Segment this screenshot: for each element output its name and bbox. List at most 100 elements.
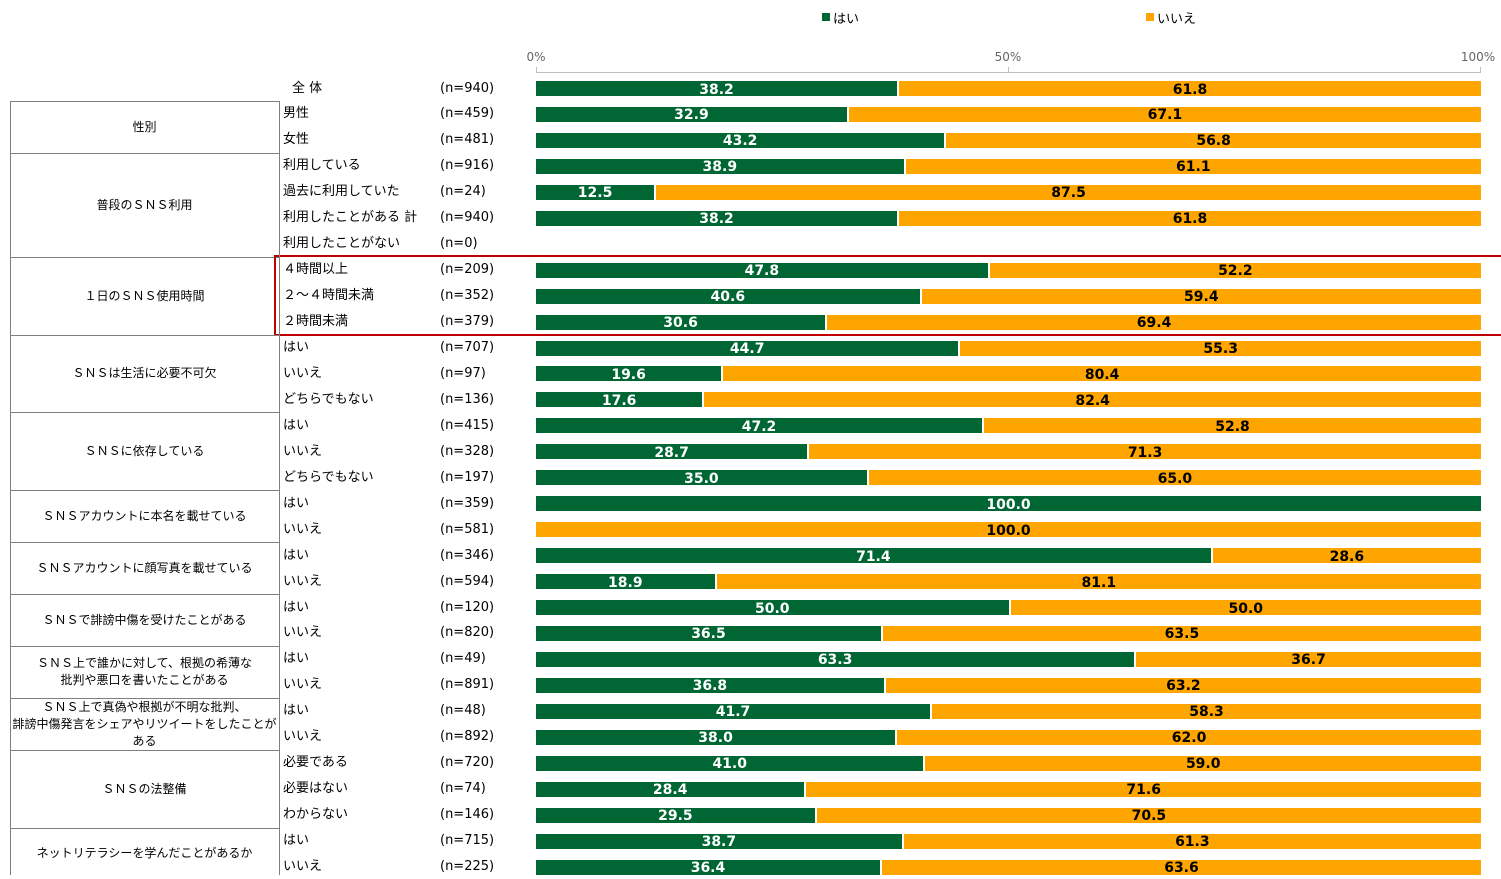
row-g2-0-bar-no: [989, 262, 1481, 278]
row-g2-0-bar-yes: [536, 262, 988, 278]
row-g11-0-bar-no: [903, 833, 1481, 849]
row-g9-1-bar-yes: [536, 729, 896, 745]
row-g3-2-bar-yes: [536, 392, 703, 408]
row-g10-1-label: 必要はない: [283, 781, 349, 797]
row-g0-0-n: (n=459): [440, 106, 495, 122]
row-g11-0-label: はい: [283, 833, 310, 849]
row-g3-0-bar-yes: [536, 340, 959, 356]
row-g3-0-n: (n=707): [440, 340, 495, 355]
legend-item-no: いいえ: [1146, 8, 1197, 27]
row-g11-1-label: いいえ: [283, 859, 323, 874]
row-g4-0-label: はい: [283, 417, 310, 433]
row-overall-bar-no: [898, 81, 1481, 96]
row-g1-2-bar-no: [898, 210, 1481, 226]
row-g4-1-bar-no: [809, 444, 1481, 460]
row-g6-1-bar-yes: [536, 574, 715, 590]
row-g9-1-bar-no: [897, 729, 1481, 745]
row-g10-2-bar-yes: [536, 807, 815, 823]
row-g7-0-n: (n=120): [440, 599, 495, 615]
row-g5-1-bar-no: [536, 522, 1481, 538]
row-g0-0-bar-no: [848, 106, 1481, 122]
row-g0-1-n: (n=481): [440, 132, 495, 148]
row-g11-1-bar-no: [881, 859, 1481, 875]
row-g9-0-n: (n=48): [440, 703, 486, 719]
row-g11-1-n: (n=225): [440, 859, 495, 874]
x-tick-label-50: 50%: [994, 50, 1022, 64]
row-g10-2-label: わからない: [283, 807, 349, 823]
row-g10-2-bar-no: [816, 807, 1481, 823]
row-g6-0-label: はい: [283, 547, 310, 563]
legend-item-yes: はい: [822, 8, 860, 27]
row-g3-1-n: (n=97): [440, 365, 486, 381]
row-g10-2-n: (n=146): [440, 807, 495, 823]
row-g2-1-n: (n=352): [440, 288, 495, 304]
row-g8-1-n: (n=891): [440, 677, 495, 693]
legend-label-yes: はい: [833, 11, 860, 27]
row-g11-1-bar-yes: [536, 859, 880, 875]
group-title-2: １日のＳＮＳ使用時間: [10, 256, 279, 335]
group-title-4: ＳＮＳに依存している: [10, 412, 279, 490]
row-g1-1-bar-no: [656, 184, 1481, 200]
row-g2-1-bar-no: [921, 288, 1481, 304]
row-g3-1-bar-yes: [536, 366, 722, 382]
row-overall-bar-yes: [536, 81, 897, 96]
row-g2-2-bar-yes: [536, 314, 826, 330]
row-g8-0-bar-yes: [536, 651, 1135, 667]
row-g6-1-n: (n=594): [440, 573, 495, 589]
row-g1-0-label: 利用している: [283, 158, 361, 174]
x-tick-label-100: 100%: [1460, 50, 1496, 64]
row-g2-0-label: ４時間以上: [283, 262, 349, 278]
group-title-5: ＳＮＳアカウントに本名を載せている: [10, 490, 279, 542]
row-g4-2-label: どちらでもない: [283, 469, 374, 485]
row-g3-2-n: (n=136): [440, 391, 495, 407]
legend-label-no: いいえ: [1157, 11, 1197, 27]
row-g6-0-bar-no: [1212, 548, 1481, 564]
row-g0-0-bar-yes: [536, 106, 847, 122]
group-title-9: ＳＮＳ上で真偽や根拠が不明な批判、 誹謗中傷発言をシェアやリツイートをしたことがあ…: [10, 697, 279, 750]
row-g7-0-bar-no: [1010, 600, 1481, 615]
row-overall-label: 全 体: [292, 80, 323, 96]
row-g7-1-n: (n=820): [440, 625, 495, 641]
row-g1-2-bar-yes: [536, 210, 897, 226]
group-title-1: 普段のＳＮＳ利用: [10, 152, 279, 257]
row-g7-1-bar-yes: [536, 625, 881, 641]
row-g5-0-label: はい: [283, 495, 310, 511]
row-g1-1-n: (n=24): [440, 184, 486, 200]
row-g0-1-label: 女性: [283, 132, 310, 148]
row-g4-2-bar-yes: [536, 470, 867, 486]
row-g9-0-label: はい: [283, 703, 310, 719]
row-g9-0-bar-yes: [536, 703, 931, 719]
row-g3-1-label: いいえ: [283, 365, 323, 381]
row-g4-1-n: (n=328): [440, 443, 495, 459]
row-g2-2-label: ２時間未満: [283, 314, 349, 330]
row-g8-0-n: (n=49): [440, 651, 486, 667]
highlight-box: [274, 254, 1501, 337]
group-title-10: ＳＮＳの法整備: [10, 749, 279, 828]
row-g1-3-label: 利用したことがない: [283, 236, 401, 252]
row-g10-1-bar-yes: [536, 781, 805, 797]
row-g2-1-label: ２～４時間未満: [283, 288, 375, 304]
row-g10-0-label: 必要である: [283, 755, 348, 771]
row-g6-1-label: いいえ: [283, 573, 323, 589]
table-divider: [279, 100, 280, 875]
group-title-3: ＳＮＳは生活に必要不可欠: [10, 334, 279, 413]
row-g6-1-bar-no: [716, 574, 1481, 590]
row-g3-2-label: どちらでもない: [283, 391, 374, 407]
row-g8-1-bar-no: [885, 677, 1481, 693]
row-g2-1-bar-yes: [536, 288, 920, 304]
row-g8-1-bar-yes: [536, 677, 884, 693]
row-g3-2-bar-no: [704, 392, 1481, 408]
row-g10-1-n: (n=74): [440, 781, 486, 797]
row-overall-n: (n=940): [440, 80, 495, 96]
group-title-7: ＳＮＳで誹謗中傷を受けたことがある: [10, 594, 279, 646]
row-g2-2-bar-no: [827, 314, 1481, 330]
row-g7-0-bar-yes: [536, 600, 1009, 615]
row-g10-0-bar-yes: [536, 755, 924, 771]
row-g5-0-bar-yes: [536, 496, 1481, 512]
row-g4-0-bar-no: [984, 418, 1481, 434]
row-g7-1-bar-no: [882, 625, 1481, 641]
row-g1-2-label: 利用したことがある 計: [283, 210, 418, 226]
row-g5-1-label: いいえ: [283, 521, 323, 537]
row-g10-0-n: (n=720): [440, 755, 495, 771]
group-title-0: 性別: [10, 100, 279, 153]
